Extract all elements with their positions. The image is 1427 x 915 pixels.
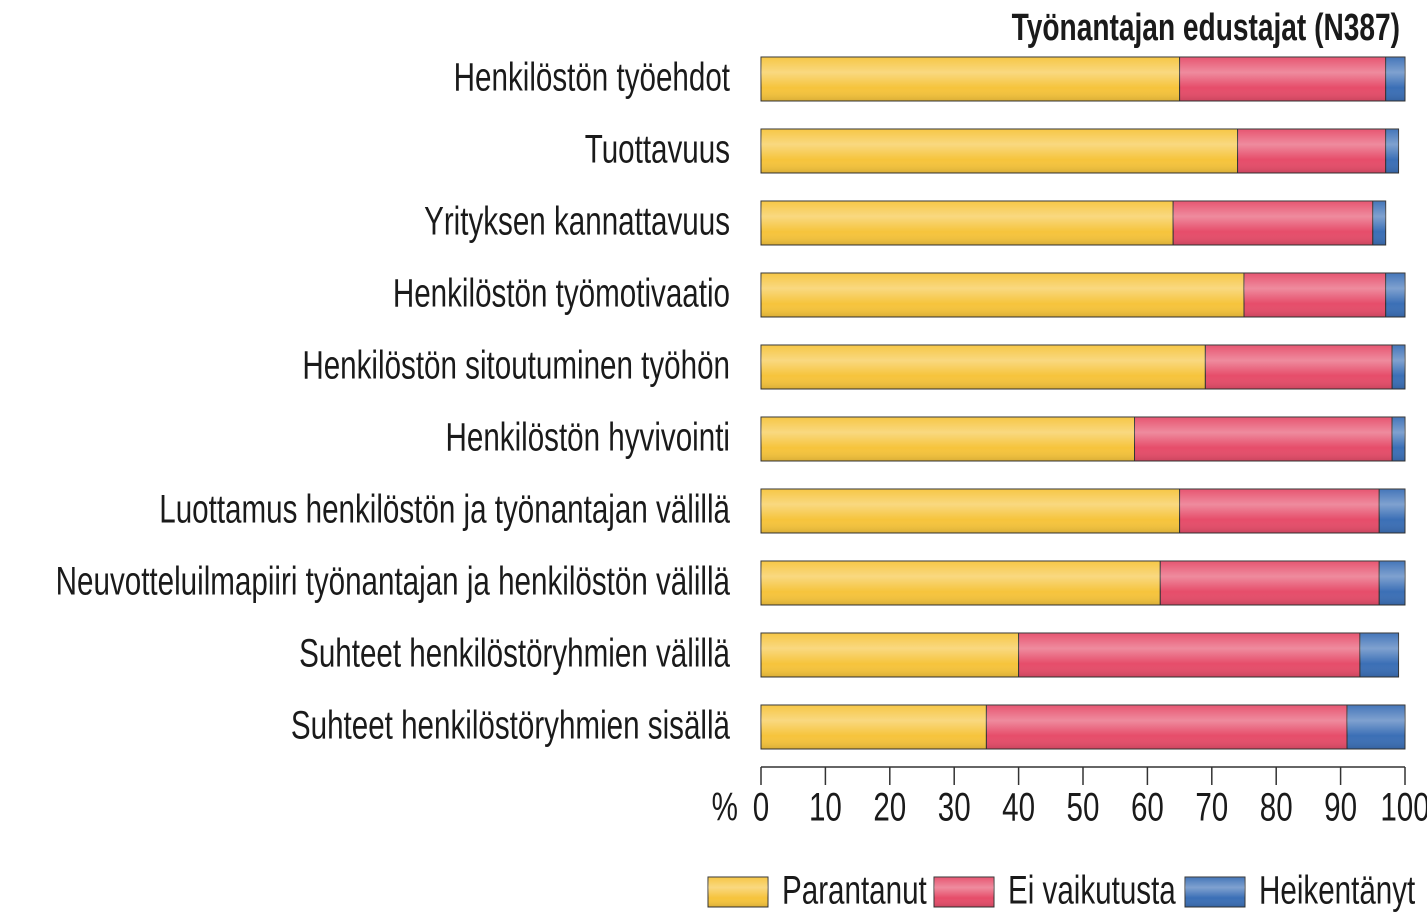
x-tick-label-group: 0	[753, 785, 769, 829]
x-tick-label-group: 100	[1380, 785, 1427, 829]
category-label-group: Suhteet henkilöstöryhmien välillä	[299, 631, 730, 675]
x-tick-label: 20	[873, 785, 906, 829]
category-label-group: Henkilöstön työehdot	[454, 55, 731, 99]
category-label: Henkilöstön työehdot	[454, 55, 731, 99]
x-tick-label-group: 60	[1131, 785, 1164, 829]
bar-segment	[760, 128, 1239, 174]
bar-segment	[1346, 704, 1406, 750]
bar-segment	[1159, 560, 1380, 606]
bar-segment	[1243, 272, 1387, 318]
x-tick-label-group: 20	[873, 785, 906, 829]
x-tick-label-group: 90	[1324, 785, 1357, 829]
x-tick-label: 50	[1067, 785, 1100, 829]
category-label-group: Tuottavuus	[585, 127, 730, 171]
bar-segment	[1134, 416, 1393, 462]
legend-label-group: Ei vaikutusta	[1008, 868, 1176, 912]
x-axis-label: %	[712, 785, 738, 829]
category-label: Suhteet henkilöstöryhmien sisällä	[291, 703, 730, 747]
legend-label-group: Parantanut	[782, 868, 927, 912]
legend-shine	[708, 877, 768, 907]
category-label-group: Suhteet henkilöstöryhmien sisällä	[291, 703, 730, 747]
x-tick-label-group: 10	[809, 785, 842, 829]
legend-shine	[934, 877, 994, 907]
bar-segment	[1172, 200, 1374, 246]
bar-segment	[760, 560, 1161, 606]
bar-segment	[760, 56, 1181, 102]
category-label-group: Henkilöstön hyvivointi	[445, 415, 730, 459]
legend-label-group: Heikentänyt	[1259, 868, 1415, 912]
x-tick-label: 90	[1324, 785, 1357, 829]
category-label-group: Luottamus henkilöstön ja työnantajan väl…	[159, 487, 730, 531]
bar-segment	[1359, 632, 1400, 678]
bar-segment	[760, 704, 987, 750]
bar-segment	[760, 632, 1020, 678]
bar-segment	[1018, 632, 1361, 678]
x-tick-label-group: 40	[1002, 785, 1035, 829]
bar-segment	[1237, 128, 1387, 174]
bar-segment	[1385, 128, 1400, 174]
category-label-group: Yrityksen kannattavuus	[424, 199, 730, 243]
title-group: Työnantajan edustajat (N387)	[1012, 7, 1400, 49]
bar-segment	[1378, 560, 1406, 606]
bar-segment	[760, 200, 1174, 246]
legend-label: Ei vaikutusta	[1008, 868, 1176, 912]
bar-segment	[760, 344, 1206, 390]
category-label: Tuottavuus	[585, 127, 730, 171]
x-tick-label-group: 30	[938, 785, 971, 829]
x-tick-label: 70	[1195, 785, 1228, 829]
bar-segment	[1204, 344, 1393, 390]
bar-segment	[1179, 488, 1380, 534]
x-tick-label-group: 70	[1195, 785, 1228, 829]
bar-segment	[760, 416, 1136, 462]
bar-segment	[760, 272, 1245, 318]
bar-segment	[1385, 56, 1406, 102]
bar-segment	[1385, 272, 1406, 318]
x-tick-label: 60	[1131, 785, 1164, 829]
legend-label: Parantanut	[782, 868, 927, 912]
bar-segment	[1391, 416, 1406, 462]
x-tick-label: 10	[809, 785, 842, 829]
legend-shine	[1185, 877, 1245, 907]
category-label: Henkilöstön työmotivaatio	[393, 271, 730, 315]
x-tick-label: 80	[1260, 785, 1293, 829]
x-tick-label-group: 80	[1260, 785, 1293, 829]
x-tick-label: 0	[753, 785, 769, 829]
x-tick-label: 100	[1380, 785, 1427, 829]
bar-segment	[985, 704, 1348, 750]
category-label: Henkilöstön hyvivointi	[445, 415, 730, 459]
bar-segment	[1391, 344, 1406, 390]
bar-segment	[1179, 56, 1387, 102]
category-label-group: Henkilöstön työmotivaatio	[393, 271, 730, 315]
x-tick-label: 40	[1002, 785, 1035, 829]
x-axis-label-group: %	[712, 785, 738, 829]
category-label-group: Neuvotteluilmapiiri työnantajan ja henki…	[56, 559, 731, 603]
legend-label: Heikentänyt	[1259, 868, 1415, 912]
category-label: Luottamus henkilöstön ja työnantajan väl…	[159, 487, 730, 531]
chart-title: Työnantajan edustajat (N387)	[1012, 7, 1400, 49]
bar-segment	[1372, 200, 1387, 246]
category-label: Yrityksen kannattavuus	[424, 199, 730, 243]
category-label: Suhteet henkilöstöryhmien välillä	[299, 631, 730, 675]
bar-segment	[1378, 488, 1406, 534]
x-tick-label-group: 50	[1067, 785, 1100, 829]
x-tick-label: 30	[938, 785, 971, 829]
bar-segment	[760, 488, 1181, 534]
category-label-group: Henkilöstön sitoutuminen työhön	[302, 343, 730, 387]
category-label: Neuvotteluilmapiiri työnantajan ja henki…	[56, 559, 731, 603]
category-label: Henkilöstön sitoutuminen työhön	[302, 343, 730, 387]
